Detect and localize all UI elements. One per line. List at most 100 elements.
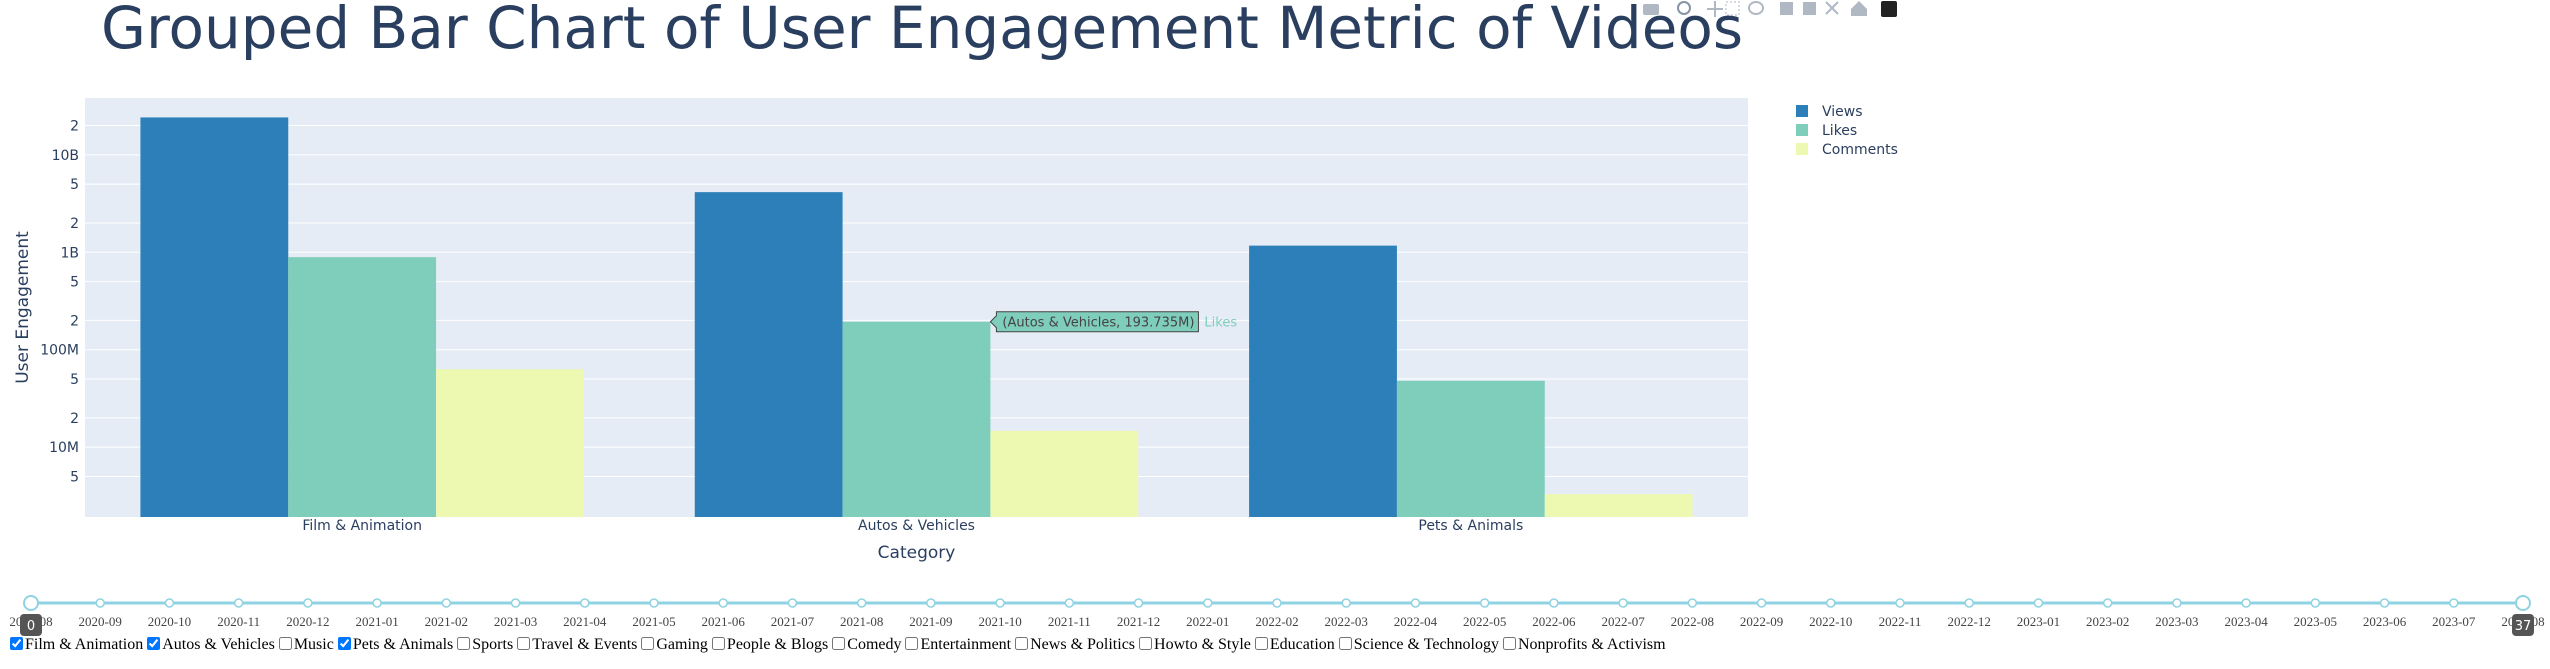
filter-option[interactable]: Pets & Animals — [336, 636, 453, 653]
filter-option[interactable]: Science & Technology — [1337, 636, 1499, 653]
camera-icon[interactable] — [1643, 4, 1659, 15]
slider-handle[interactable] — [23, 595, 39, 611]
slider-label: 2021-12 — [1117, 614, 1160, 629]
filter-label: People & Blogs — [726, 636, 829, 653]
box-select-icon[interactable] — [1725, 1, 1740, 16]
slider-step — [164, 598, 175, 608]
slider-label: 2021-10 — [978, 614, 1021, 629]
slider-step — [995, 598, 1005, 608]
filter-option[interactable]: News & Politics — [1013, 636, 1135, 653]
slider-badge-label: 37 — [2515, 619, 2532, 634]
bar — [1249, 245, 1397, 517]
filter-checkbox[interactable] — [10, 637, 23, 650]
filter-option[interactable]: Travel & Events — [515, 636, 637, 653]
slider-label: 2020-10 — [148, 614, 191, 629]
filter-checkbox[interactable] — [641, 637, 655, 650]
autoscale-icon[interactable] — [1825, 1, 1839, 15]
filter-option[interactable]: Gaming — [639, 636, 708, 653]
slider-label: 2023-01 — [2017, 614, 2060, 629]
slider-handle[interactable] — [2515, 595, 2531, 611]
zoom-icon[interactable] — [1677, 1, 1691, 15]
filter-checkbox[interactable] — [147, 637, 161, 650]
slider-step — [2241, 598, 2251, 608]
slider-label: 2021-09 — [909, 614, 952, 629]
bar — [1396, 380, 1545, 517]
filter-option[interactable]: Music — [277, 636, 334, 653]
filter-label: Sports — [472, 636, 514, 653]
slider-step — [1687, 598, 1698, 608]
hover-box — [989, 311, 1199, 333]
hover-name: Likes — [1204, 316, 1237, 331]
filter-option[interactable]: Comedy — [830, 636, 901, 653]
legend-label: Comments — [1822, 142, 1898, 158]
reset-icon[interactable] — [1851, 1, 1867, 16]
y-tick-label: 2 — [70, 313, 79, 329]
filter-checkbox[interactable] — [1139, 637, 1153, 650]
legend-swatch — [1796, 143, 1808, 155]
filter-checkbox[interactable] — [711, 637, 725, 650]
filter-checkbox[interactable] — [278, 637, 292, 650]
slider-label: 2023-07 — [2432, 614, 2476, 629]
filter-checkbox[interactable] — [457, 637, 471, 650]
slider-step — [926, 598, 936, 608]
lasso-icon[interactable] — [1748, 1, 1764, 15]
filter-checkbox[interactable] — [832, 637, 846, 650]
filter-option[interactable]: Autos & Vehicles — [145, 636, 275, 653]
slider-label: 2022-06 — [1532, 614, 1576, 629]
filter-checkbox[interactable] — [905, 637, 919, 650]
slider-step — [2449, 598, 2459, 608]
legend-swatch — [1796, 105, 1808, 117]
filter-option[interactable]: Education — [1253, 636, 1335, 653]
slider-step — [372, 598, 382, 608]
pan-icon[interactable] — [1707, 1, 1723, 17]
x-tick-label: Pets & Animals — [1418, 518, 1523, 534]
filter-option[interactable]: Entertainment — [903, 636, 1011, 653]
slider-label: 2021-05 — [632, 614, 675, 629]
slider-label: 2020-12 — [286, 614, 329, 629]
bar — [436, 369, 584, 517]
filter-option[interactable]: People & Blogs — [710, 636, 828, 653]
slider-step — [1341, 598, 1351, 608]
bar — [694, 192, 843, 517]
slider-label: 2022-02 — [1255, 614, 1298, 629]
filter-checkbox[interactable] — [337, 637, 351, 650]
slider-label: 2022-09 — [1740, 614, 1783, 629]
legend-swatch — [1796, 124, 1808, 136]
y-axis-title: User Engagement — [13, 231, 33, 384]
zoom-out-icon[interactable] — [1803, 2, 1816, 15]
filter-checkbox[interactable] — [1338, 637, 1352, 650]
slider-step — [1895, 598, 1905, 608]
x-tick-label: Film & Animation — [302, 518, 422, 534]
filter-option[interactable]: Sports — [455, 636, 513, 653]
filter-option[interactable]: Film & Animation — [8, 636, 143, 653]
bar — [1544, 494, 1693, 517]
x-tick-label: Autos & Vehicles — [858, 518, 975, 534]
slider-label: 2021-03 — [494, 614, 537, 629]
slider-step — [580, 598, 590, 608]
slider-step — [1826, 598, 1836, 608]
slider-label: 2021-01 — [355, 614, 398, 629]
filter-checkbox[interactable] — [1254, 637, 1268, 650]
slider-label: 2022-01 — [1186, 614, 1229, 629]
filter-option[interactable]: Howto & Style — [1137, 636, 1251, 653]
y-tick-label: 10B — [52, 148, 79, 164]
filter-checkbox[interactable] — [1015, 637, 1029, 650]
slider-label: 2022-05 — [1463, 614, 1506, 629]
plotly-logo[interactable] — [1881, 1, 1897, 17]
filter-label: News & Politics — [1030, 636, 1136, 653]
slider-step — [303, 598, 313, 608]
zoom-in-icon[interactable] — [1780, 2, 1793, 15]
hover-text: (Autos & Vehicles, 193.735M) — [1002, 316, 1194, 331]
filter-label: Pets & Animals — [352, 636, 454, 653]
filter-label: Education — [1269, 636, 1335, 653]
y-tick-label: 2 — [70, 118, 79, 134]
filter-checkbox[interactable] — [517, 637, 531, 650]
slider-label: 2023-02 — [2086, 614, 2129, 629]
filter-checkbox[interactable] — [1503, 637, 1516, 650]
filter-option[interactable]: Nonprofits & Activism — [1501, 636, 1666, 653]
slider-step — [441, 598, 452, 608]
filter-label: Nonprofits & Activism — [1518, 636, 1666, 653]
slider-step — [1479, 598, 1490, 608]
slider-label: 2022-07 — [1601, 614, 1645, 629]
slider-step — [2102, 598, 2113, 608]
